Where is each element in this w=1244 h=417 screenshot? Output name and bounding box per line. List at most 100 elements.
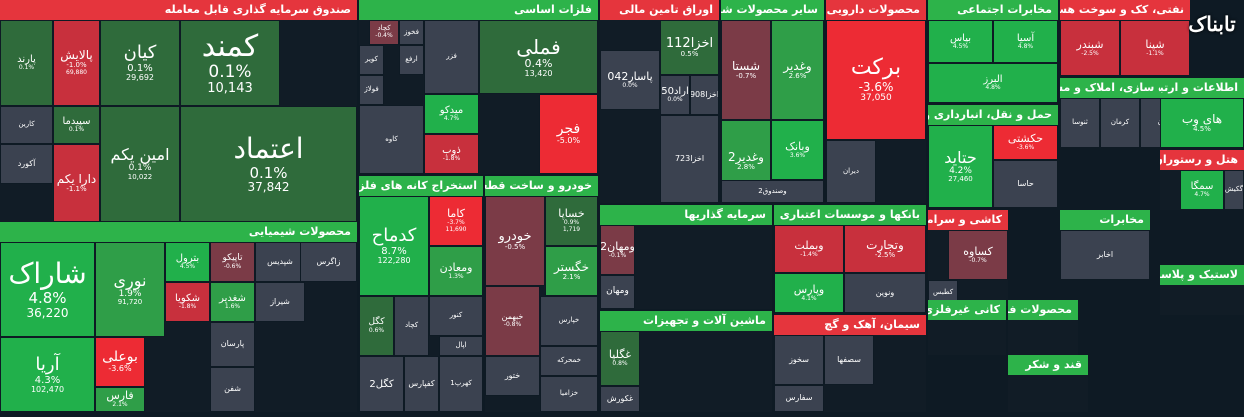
sector-block[interactable]: هتل و رستوران سمگا 4.7% گکیش [1160, 150, 1244, 210]
stock-tile[interactable]: سپیدما 0.1% [53, 106, 100, 144]
stock-tile[interactable]: اخابر [1060, 230, 1150, 280]
stock-tile[interactable]: فزر [424, 20, 479, 94]
stock-tile[interactable]: فخوز [399, 20, 424, 45]
stock-tile[interactable]: حتاید 4.2% 27,460 [928, 125, 993, 208]
stock-tile[interactable]: کگل 0.6% [359, 296, 394, 356]
stock-tile[interactable]: بوعلی -3.6% [95, 337, 145, 387]
stock-tile[interactable]: کنور [429, 296, 483, 336]
stock-tile[interactable]: حاسا [993, 160, 1058, 208]
sector-block[interactable]: محصولات فلزی [1008, 300, 1078, 355]
stock-tile[interactable]: فارس 2.1% [95, 387, 145, 412]
stock-tile[interactable]: وغدیر 2.6% [771, 20, 824, 120]
sector-block[interactable]: لاستیک و پلاستیک [1160, 265, 1244, 315]
stock-tile[interactable]: سمگا 4.7% [1180, 170, 1224, 210]
stock-tile[interactable]: کمند 0.1% 10,143 [180, 20, 280, 106]
stock-tile[interactable]: اخزا908 [690, 75, 719, 115]
stock-tile[interactable]: سفارس [774, 385, 824, 412]
stock-tile[interactable]: سصفها [824, 335, 874, 385]
stock-tile[interactable]: کرمان [1100, 98, 1140, 148]
stock-tile[interactable]: میدکو 4.7% [424, 94, 479, 134]
stock-tile[interactable]: پارند 0.1% [0, 20, 53, 106]
stock-tile[interactable]: بپاس 4.5% [928, 20, 993, 63]
stock-tile[interactable]: شپنا -1.1% [1120, 20, 1190, 76]
stock-tile[interactable]: وبملت -1.4% [774, 225, 844, 273]
stock-tile[interactable]: کچاد -0.4% [369, 20, 399, 45]
stock-tile[interactable]: خمحرکه [540, 346, 598, 376]
sector-block[interactable]: بانکها و موسسات اعتباری وبملت -1.4% وتجارت -… [774, 205, 926, 313]
stock-tile[interactable]: شبندر -2.5% [1060, 20, 1120, 76]
stock-tile[interactable]: های وب 4.5% [1160, 98, 1244, 148]
stock-tile[interactable]: تاپیکو -0.6% [210, 242, 255, 282]
stock-tile[interactable]: کاوه [359, 105, 424, 174]
stock-tile[interactable]: دیران [826, 140, 876, 203]
sector-block[interactable]: حمل و نقل، انبارداری و ارتباطاتحتاید4.2%… [928, 105, 1058, 208]
stock-tile[interactable]: اراد50 0.0% [660, 75, 690, 115]
stock-tile[interactable]: شپدیس [255, 242, 305, 282]
stock-tile[interactable]: خگستر 2.1% [545, 246, 598, 296]
stock-tile[interactable]: کویر [359, 45, 384, 75]
stock-tile[interactable]: خودرو -0.5% [485, 196, 545, 286]
sector-block[interactable]: اوراق تامین مالی اخزا112 0.5% پاسار042 0.0% ا… [600, 0, 719, 203]
stock-tile[interactable]: اخزا112 0.5% [660, 20, 719, 75]
stock-tile[interactable]: اعتماد 0.1% 37,842 [180, 106, 357, 222]
stock-tile[interactable]: کیان 0.1% 29,692 [100, 20, 180, 106]
stock-tile[interactable]: گکیش [1224, 170, 1244, 210]
stock-tile[interactable]: آکورد [0, 144, 53, 184]
stock-tile[interactable]: غگلپا 0.8% [600, 331, 640, 386]
stock-tile[interactable]: کساوه -0.7% [948, 230, 1008, 280]
sector-block[interactable]: قند و شکر [1008, 355, 1088, 412]
stock-tile[interactable]: خزامیا [540, 376, 598, 412]
stock-tile[interactable]: ذوب -1.8% [424, 134, 479, 174]
stock-tile[interactable]: فولاژ [359, 75, 384, 105]
stock-tile[interactable]: ارفع [399, 45, 424, 75]
stock-tile[interactable]: آریا 4.3% 102,470 [0, 337, 95, 412]
stock-tile[interactable]: پالایش -1.0% 69,880 [53, 20, 100, 106]
stock-tile[interactable]: البرز 4.8% [928, 63, 1058, 103]
stock-tile[interactable]: شفن [210, 367, 255, 412]
stock-tile[interactable]: کدماح 8.7% 122,280 [359, 196, 429, 296]
sector-block[interactable]: سایر محصولات شیمیاییشستا-0.7%وغدیر2.6%وغ… [721, 0, 824, 203]
sector-block[interactable]: صندوق سرمایه گذاری قابل معامله کمند 0.1% 10… [0, 0, 357, 222]
stock-tile[interactable]: بترول 4.5% [165, 242, 210, 282]
sector-block[interactable]: فلزات اساسی فملی 0.4% 13,420 فجر -5.0% میدکو 4.… [359, 0, 598, 174]
sector-block[interactable]: کانی غیرفلزی [928, 300, 1006, 355]
stock-tile[interactable]: وپارس 4.1% [774, 273, 844, 313]
stock-tile[interactable]: امین یکم 0.1% 10,022 [100, 106, 180, 222]
stock-tile[interactable]: شغدیر 1.6% [210, 282, 255, 322]
stock-tile[interactable]: خپارس [540, 296, 598, 346]
stock-tile[interactable]: آسیا 4.8% [993, 20, 1058, 63]
stock-tile[interactable]: ومهان [600, 275, 635, 309]
stock-tile[interactable]: خبهمن -0.8% [485, 286, 540, 356]
stock-tile[interactable]: اخزا723 [660, 115, 719, 203]
stock-tile[interactable]: ونوین [844, 273, 926, 313]
stock-tile[interactable]: نوری 1.9% 91,720 [95, 242, 165, 337]
stock-tile[interactable]: ومهان2 -0.1% [600, 225, 635, 275]
stock-tile[interactable]: برکت -3.6% 37,050 [826, 20, 926, 140]
stock-tile[interactable]: اپال [439, 336, 483, 356]
sector-block[interactable]: محصولات دارویی برکت -3.6% 37,050 دیران [826, 0, 926, 203]
sector-block[interactable]: سرمایه گذاریها ومهان2 -0.1% ومهان [600, 205, 772, 309]
stock-tile[interactable]: شستا -0.7% [721, 20, 771, 120]
sector-block[interactable]: نفتی، کک و سوخت هسته ایشپنا-1.1%شبندر-2.… [1060, 0, 1190, 76]
stock-tile[interactable]: پاسار042 0.0% [600, 50, 660, 110]
stock-tile[interactable]: زاگرس [300, 242, 357, 282]
stock-tile[interactable]: کارین [0, 106, 53, 144]
stock-tile[interactable]: کفپارس [404, 356, 439, 412]
stock-tile[interactable]: وصندوق2 [721, 180, 824, 203]
stock-tile[interactable]: شیراز [255, 282, 305, 322]
stock-tile[interactable]: خساپا 0.9% 1,719 [545, 196, 598, 246]
stock-tile[interactable]: کهرپ1 [439, 356, 483, 412]
stock-tile[interactable]: شاراک 4.8% 36,220 [0, 242, 95, 337]
stock-tile[interactable]: پارسان [210, 322, 255, 367]
sector-block[interactable]: سیمان، آهک و گچ سخوز سفارس سصفها [774, 315, 926, 412]
stock-tile[interactable]: شکویا -1.8% [165, 282, 210, 322]
sector-block[interactable]: خودرو و ساخت قطعاتخساپا0.9%1,719خودرو-0.… [485, 176, 598, 412]
stock-tile[interactable]: سخوز [774, 335, 824, 385]
stock-tile[interactable]: وتجارت -2.5% [844, 225, 926, 273]
sector-block[interactable]: اطلاعات و ارتباطاتهای وب4.5% [1160, 78, 1244, 148]
stock-tile[interactable]: حکشتی -3.6% [993, 125, 1058, 160]
sector-block[interactable]: کاشی و سرامیککساوه-0.7%کطبس [928, 210, 1008, 306]
stock-tile[interactable]: فملی 0.4% 13,420 [479, 20, 598, 94]
stock-tile[interactable]: ومعادن 1.3% [429, 246, 483, 296]
stock-tile[interactable]: وبانک 3.6% [771, 120, 824, 180]
